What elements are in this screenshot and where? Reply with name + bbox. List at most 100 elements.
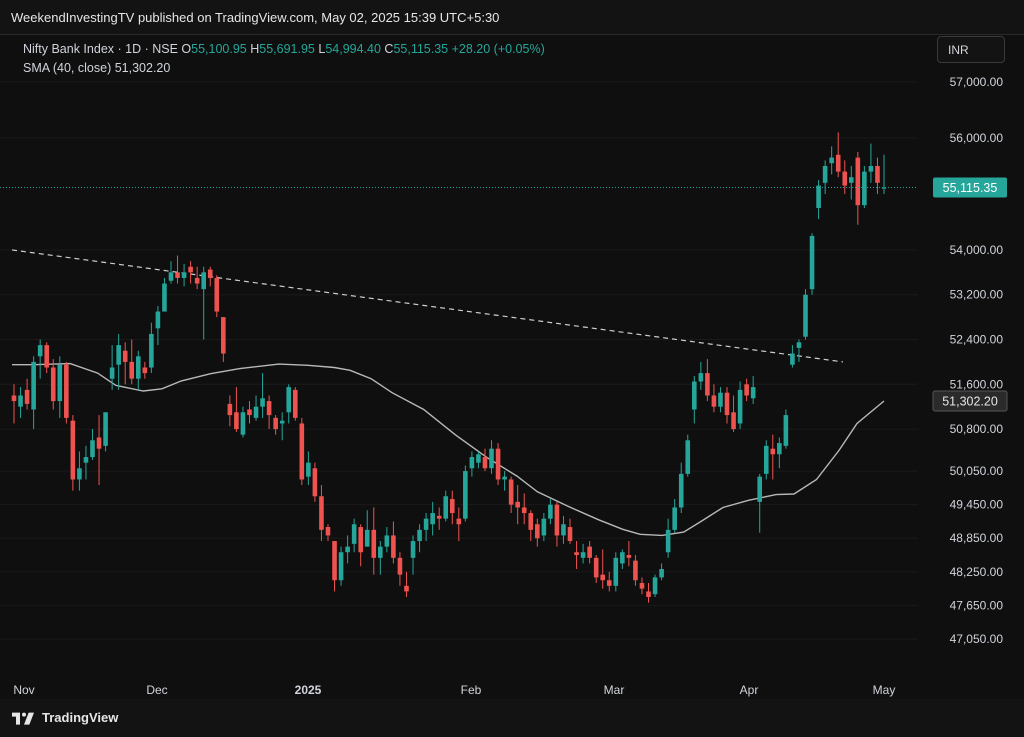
candle-body[interactable] xyxy=(698,373,704,382)
candle-body[interactable] xyxy=(207,269,213,278)
candle-body[interactable] xyxy=(410,541,416,558)
candle-body[interactable] xyxy=(574,552,579,556)
candle-body[interactable] xyxy=(449,499,455,514)
candle-body[interactable] xyxy=(214,277,220,312)
candle-body[interactable] xyxy=(652,577,658,595)
candle-body[interactable] xyxy=(705,373,710,396)
candle-body[interactable] xyxy=(613,557,619,586)
candle-body[interactable] xyxy=(391,535,396,558)
candle-body[interactable] xyxy=(11,395,17,402)
candle-body[interactable] xyxy=(541,518,547,536)
candle-body[interactable] xyxy=(64,364,69,418)
candle-body[interactable] xyxy=(672,507,677,530)
candle-body[interactable] xyxy=(508,479,514,505)
candle-body[interactable] xyxy=(561,524,566,536)
candle-body[interactable] xyxy=(247,409,252,416)
candle-body[interactable] xyxy=(665,529,671,553)
candle-body[interactable] xyxy=(37,345,43,357)
candle-body[interactable] xyxy=(168,272,174,281)
candle-body[interactable] xyxy=(685,440,691,474)
candle-body[interactable] xyxy=(404,585,409,592)
candle-body[interactable] xyxy=(338,552,344,581)
candle-body[interactable] xyxy=(816,185,821,208)
candle-body[interactable] xyxy=(221,317,226,354)
candle-body[interactable] xyxy=(829,157,834,164)
candle-body[interactable] xyxy=(155,311,161,329)
candle-body[interactable] xyxy=(875,165,880,183)
candle-body[interactable] xyxy=(862,171,867,206)
candle-body[interactable] xyxy=(692,381,697,410)
candle-body[interactable] xyxy=(77,468,82,480)
candle-body[interactable] xyxy=(803,294,808,337)
candle-body[interactable] xyxy=(319,496,324,530)
candle-body[interactable] xyxy=(515,501,520,508)
candle-body[interactable] xyxy=(364,529,370,547)
candle-body[interactable] xyxy=(227,403,233,416)
candle-body[interactable] xyxy=(711,395,717,407)
candle-body[interactable] xyxy=(626,555,632,558)
candle-body[interactable] xyxy=(279,420,285,424)
candle-body[interactable] xyxy=(855,157,861,206)
candle-body[interactable] xyxy=(306,462,311,477)
candle-body[interactable] xyxy=(770,448,776,455)
candle-body[interactable] xyxy=(633,560,638,581)
candle-body[interactable] xyxy=(24,389,30,404)
candle-body[interactable] xyxy=(731,412,736,430)
candle-body[interactable] xyxy=(397,557,403,575)
candle-body[interactable] xyxy=(554,504,560,536)
candle-body[interactable] xyxy=(286,387,292,413)
candle-body[interactable] xyxy=(548,504,553,519)
candle-body[interactable] xyxy=(757,476,763,502)
candle-body[interactable] xyxy=(162,283,167,312)
candle-body[interactable] xyxy=(351,524,357,544)
candle-body[interactable] xyxy=(234,412,239,430)
candle-body[interactable] xyxy=(489,448,494,469)
candle-body[interactable] xyxy=(659,569,664,578)
candle-body[interactable] xyxy=(436,515,442,519)
candle-body[interactable] xyxy=(116,345,121,365)
candle-body[interactable] xyxy=(312,468,318,497)
candle-body[interactable] xyxy=(57,364,63,402)
candle-body[interactable] xyxy=(848,177,854,183)
candle-body[interactable] xyxy=(194,277,200,284)
trendline[interactable] xyxy=(11,249,844,363)
candle-body[interactable] xyxy=(181,272,187,278)
candle-body[interactable] xyxy=(678,473,684,508)
candle-body[interactable] xyxy=(129,361,135,379)
candle-body[interactable] xyxy=(384,535,390,547)
candle-body[interactable] xyxy=(378,546,383,558)
candle-body[interactable] xyxy=(456,518,462,525)
candle-body[interactable] xyxy=(495,448,501,480)
candle-body[interactable] xyxy=(96,437,102,449)
candle-body[interactable] xyxy=(443,496,449,519)
candle-body[interactable] xyxy=(266,401,272,416)
candle-body[interactable] xyxy=(417,529,422,542)
candle-body[interactable] xyxy=(50,367,56,402)
candle-body[interactable] xyxy=(83,457,89,463)
candle-body[interactable] xyxy=(135,356,141,379)
candle-body[interactable] xyxy=(796,342,802,348)
tradingview-logo[interactable]: TradingView xyxy=(12,710,118,725)
candle-body[interactable] xyxy=(790,353,795,365)
candle-body[interactable] xyxy=(175,272,180,278)
currency-button[interactable]: INR xyxy=(937,36,1005,63)
candle-body[interactable] xyxy=(31,361,36,410)
candle-body[interactable] xyxy=(718,392,723,407)
candle-body[interactable] xyxy=(332,541,337,581)
candle-body[interactable] xyxy=(521,507,527,514)
candle-body[interactable] xyxy=(580,552,586,558)
sma-line[interactable] xyxy=(12,362,885,537)
candle-body[interactable] xyxy=(371,529,377,558)
candle-body[interactable] xyxy=(109,367,115,379)
candle-body[interactable] xyxy=(358,527,363,553)
candle-body[interactable] xyxy=(476,454,481,463)
candle-body[interactable] xyxy=(835,154,841,172)
candle-body[interactable] xyxy=(593,557,599,578)
candle-body[interactable] xyxy=(90,440,95,458)
candle-body[interactable] xyxy=(567,527,573,542)
candle-body[interactable] xyxy=(122,350,128,362)
candle-body[interactable] xyxy=(70,420,76,480)
candle-body[interactable] xyxy=(606,580,612,586)
candle-body[interactable] xyxy=(646,591,651,598)
candle-body[interactable] xyxy=(201,272,206,290)
